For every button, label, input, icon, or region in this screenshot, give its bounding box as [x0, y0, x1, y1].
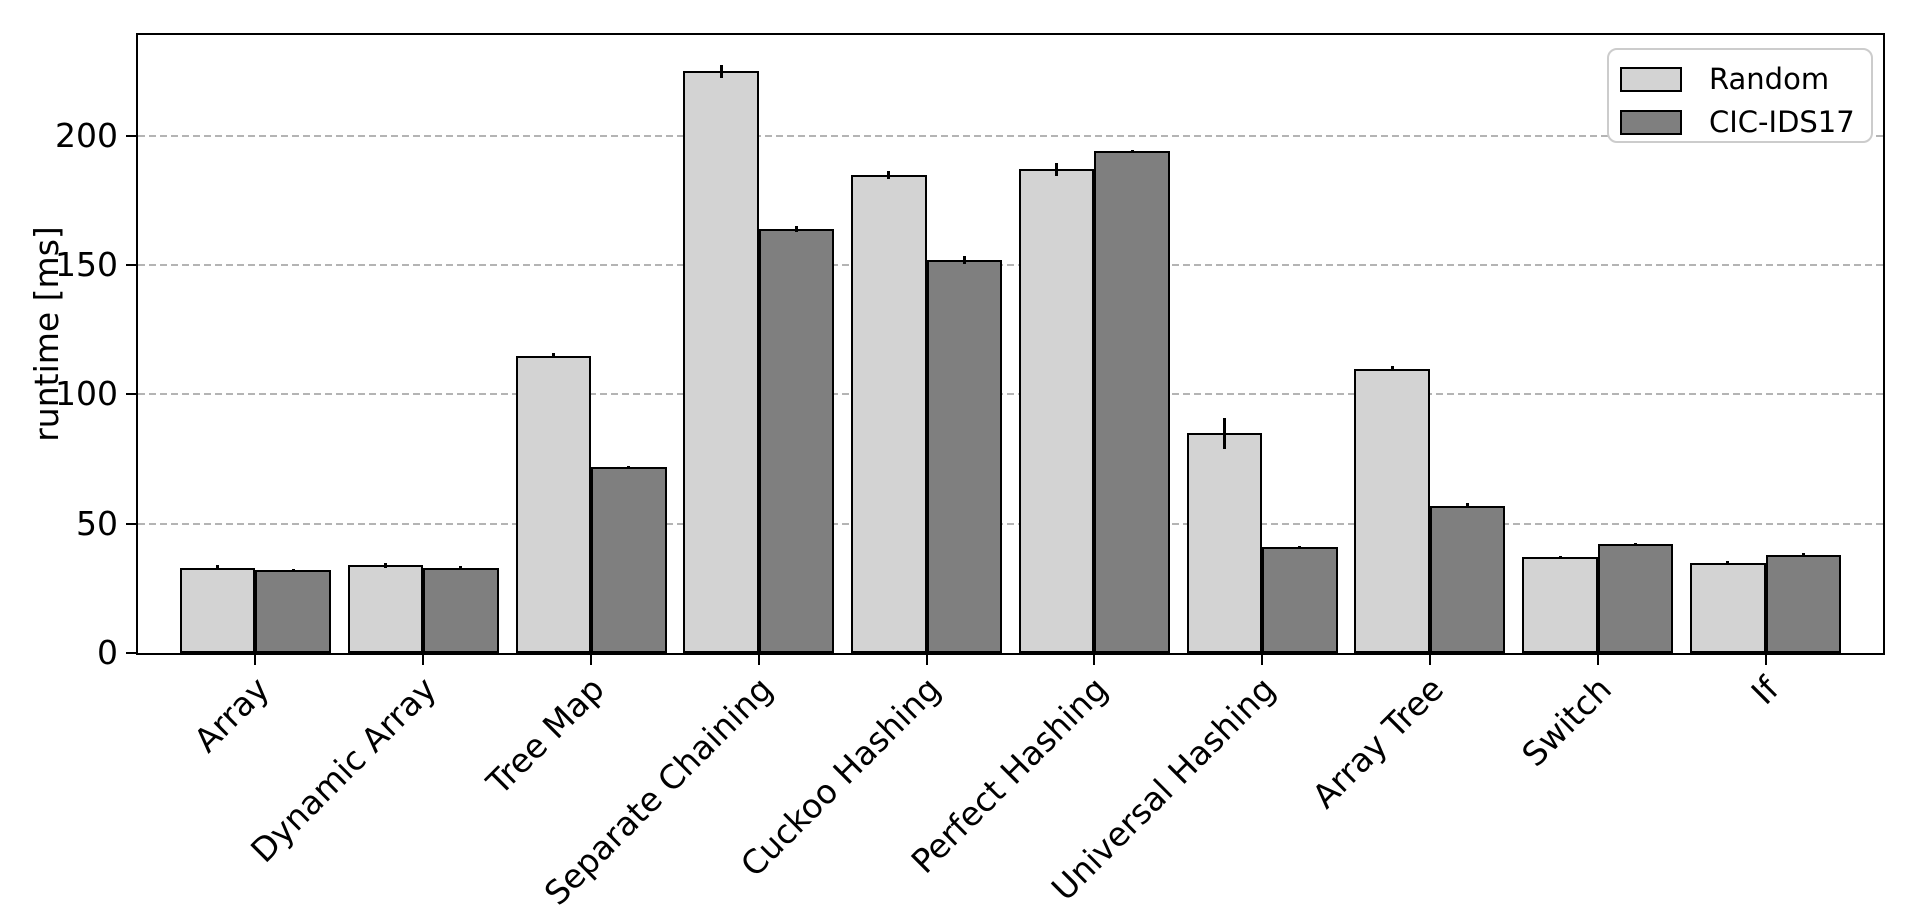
bar-cic-ids17-separate-chaining — [758, 228, 835, 653]
error-bar — [1055, 163, 1059, 176]
error-bar — [795, 226, 799, 232]
bar-cic-ids17-universal-hashing — [1262, 546, 1338, 653]
x-tick-label-tree-map: Tree Map — [479, 669, 612, 803]
legend: Random CIC-IDS17 — [1607, 48, 1873, 143]
x-tick-if — [1764, 655, 1767, 665]
legend-item-random: Random — [1620, 61, 1871, 97]
x-tick-switch — [1596, 655, 1599, 665]
bar-random-separate-chaining — [683, 71, 759, 653]
y-axis-title: runtime [ms] — [27, 226, 66, 442]
y-tick-100 — [126, 393, 136, 396]
bar-cic-ids17-tree-map — [591, 466, 667, 653]
x-tick-label-array-tree: Array Tree — [1304, 669, 1451, 816]
error-bar — [962, 256, 966, 264]
error-bar — [1222, 417, 1226, 449]
y-tick-150 — [126, 264, 136, 267]
gridline-50 — [138, 522, 1883, 525]
x-tick-perfect-hashing — [1093, 655, 1096, 665]
error-bar — [383, 562, 387, 568]
x-tick-cuckoo-hashing — [925, 655, 928, 665]
y-tick-50 — [126, 522, 136, 525]
x-tick-label-array: Array — [185, 669, 277, 760]
error-bar — [887, 170, 891, 179]
error-bar — [627, 465, 631, 469]
bar-random-switch — [1522, 557, 1598, 653]
plot-area — [136, 33, 1885, 655]
y-tick-label-200: 200 — [55, 115, 118, 155]
error-bar — [1130, 150, 1134, 153]
x-tick-dynamic-array — [422, 655, 425, 665]
bar-cic-ids17-dynamic-array — [423, 567, 499, 653]
legend-item-cic-ids17: CIC-IDS17 — [1620, 104, 1871, 140]
bar-random-tree-map — [515, 355, 592, 653]
bar-random-perfect-hashing — [1018, 169, 1095, 653]
error-bar — [719, 64, 723, 78]
bar-cic-ids17-cuckoo-hashing — [926, 259, 1003, 653]
y-tick-label-50: 50 — [76, 503, 118, 543]
bar-cic-ids17-switch — [1597, 544, 1674, 653]
legend-swatch-random — [1620, 66, 1682, 92]
bar-random-universal-hashing — [1186, 433, 1263, 653]
x-tick-array-tree — [1428, 655, 1431, 665]
legend-label-random: Random — [1709, 62, 1830, 96]
error-bar — [551, 353, 555, 359]
error-bar — [459, 566, 463, 569]
x-tick-label-switch: Switch — [1513, 669, 1619, 775]
bar-random-if — [1690, 562, 1766, 653]
x-tick-separate-chaining — [757, 655, 760, 665]
error-bar — [1298, 545, 1302, 549]
y-tick-label-150: 150 — [55, 245, 118, 285]
error-bar — [1466, 503, 1470, 509]
x-tick-label-if: If — [1743, 669, 1787, 712]
y-tick-200 — [126, 134, 136, 137]
bar-cic-ids17-array — [255, 570, 331, 653]
bar-cic-ids17-if — [1765, 554, 1842, 653]
error-bar — [1726, 561, 1730, 564]
bar-random-dynamic-array — [347, 565, 424, 653]
bar-random-cuckoo-hashing — [851, 174, 927, 653]
y-tick-label-0: 0 — [97, 633, 118, 672]
y-tick-0 — [126, 652, 136, 654]
gridline-100 — [138, 393, 1883, 396]
y-tick-label-100: 100 — [55, 374, 118, 414]
gridline-150 — [138, 264, 1883, 267]
error-bar — [1634, 543, 1637, 546]
error-bar — [291, 568, 295, 572]
bar-random-array — [179, 567, 256, 653]
x-tick-universal-hashing — [1261, 655, 1264, 665]
x-tick-array — [254, 655, 257, 665]
legend-label-cic-ids17: CIC-IDS17 — [1709, 105, 1855, 139]
gridline-200 — [138, 134, 1883, 137]
bar-cic-ids17-perfect-hashing — [1094, 151, 1170, 653]
error-bar — [1558, 556, 1562, 559]
x-tick-tree-map — [590, 655, 593, 665]
error-bar — [1801, 553, 1805, 557]
x-tick-label-dynamic-array: Dynamic Array — [243, 669, 445, 871]
bar-random-array-tree — [1354, 368, 1430, 653]
error-bar — [216, 565, 220, 571]
bar-cic-ids17-array-tree — [1429, 505, 1506, 653]
legend-swatch-cic-ids17 — [1620, 109, 1682, 135]
error-bar — [1390, 366, 1394, 372]
